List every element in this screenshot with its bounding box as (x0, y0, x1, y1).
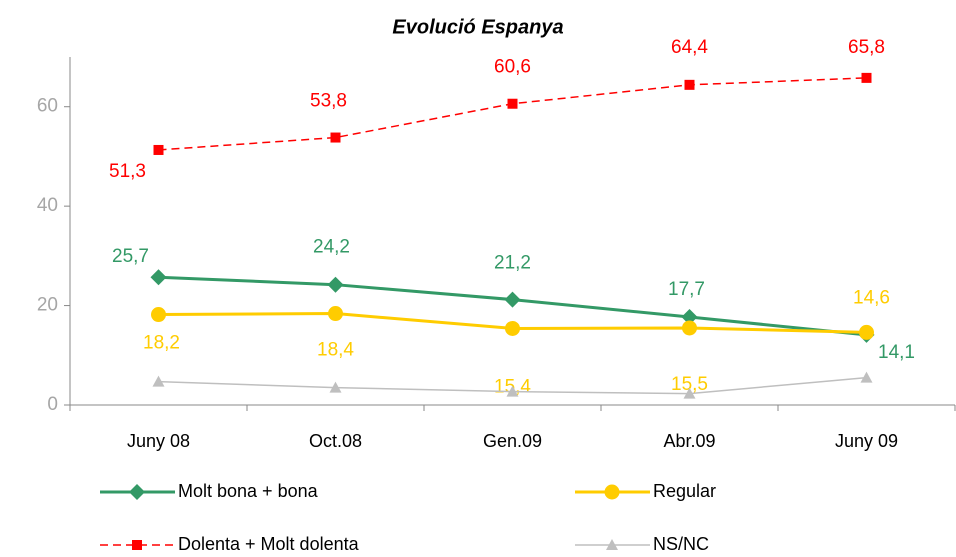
y-tick-label: 40 (37, 195, 58, 216)
data-point (330, 132, 341, 143)
data-point (860, 371, 873, 383)
data-label: 14,1 (878, 342, 915, 363)
data-point (328, 306, 343, 322)
x-tick-label: Juny 08 (127, 431, 190, 451)
data-label: 18,4 (317, 340, 354, 361)
data-label: 21,2 (494, 253, 531, 274)
legend-marker (132, 540, 142, 550)
data-point (681, 309, 698, 326)
legend-label: NS/NC (653, 534, 709, 554)
data-point (329, 381, 342, 393)
data-label: 60,6 (494, 57, 531, 78)
data-label: 14,6 (853, 287, 890, 308)
data-point (152, 375, 165, 387)
data-point (859, 324, 874, 340)
data-label: 18,2 (143, 333, 180, 354)
data-label: 65,8 (848, 37, 885, 58)
data-label: 25,7 (112, 246, 149, 267)
data-point (683, 387, 696, 399)
data-label: 64,4 (671, 37, 708, 58)
x-tick-label: Juny 09 (835, 431, 898, 451)
series-line (158, 77, 867, 151)
data-point (861, 72, 872, 83)
data-label: 17,7 (668, 279, 705, 300)
data-label: 53,8 (310, 91, 347, 112)
y-tick-label: 20 (37, 295, 58, 316)
data-label: 15,5 (671, 374, 708, 395)
data-point (507, 98, 518, 109)
y-tick-label: 60 (37, 96, 58, 117)
data-point (150, 269, 167, 286)
x-tick-label: Gen.09 (483, 431, 542, 451)
data-point (153, 144, 164, 155)
x-tick-label: Oct.08 (309, 431, 362, 451)
data-point (682, 320, 697, 336)
legend-marker (606, 539, 618, 550)
data-point (505, 320, 520, 336)
data-point (151, 307, 166, 323)
legend-label: Molt bona + bona (178, 481, 319, 501)
data-point (504, 291, 521, 308)
x-tick-label: Abr.09 (663, 431, 715, 451)
legend-label: Dolenta + Molt dolenta (178, 534, 360, 554)
legend-marker (129, 484, 145, 500)
legend-marker (604, 484, 620, 500)
chart-title: Evolució Espanya (392, 16, 563, 38)
data-point (684, 79, 695, 90)
data-point (506, 385, 519, 397)
data-point (327, 276, 344, 293)
data-label: 51,3 (109, 161, 146, 182)
y-tick-label: 0 (47, 394, 58, 415)
data-label: 24,2 (313, 237, 350, 258)
legend-label: Regular (653, 481, 716, 501)
